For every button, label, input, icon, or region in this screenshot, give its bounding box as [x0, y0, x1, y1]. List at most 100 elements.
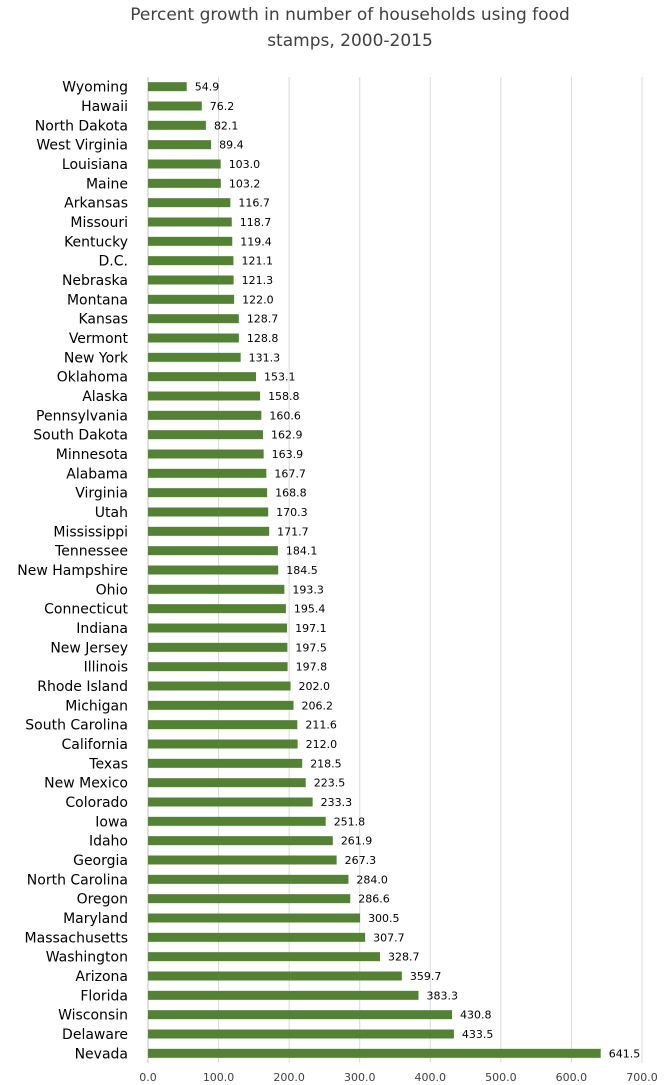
- x-tick-label: 200.0: [273, 1071, 305, 1084]
- x-tick-label: 400.0: [415, 1071, 447, 1084]
- bar: [148, 217, 232, 227]
- data-label: 223.5: [314, 777, 346, 790]
- data-label: 184.1: [286, 545, 318, 558]
- category-label: Illinois: [84, 660, 128, 676]
- bar: [148, 314, 239, 324]
- data-label: 359.7: [410, 970, 442, 983]
- data-label: 193.3: [292, 583, 324, 596]
- bar: [148, 546, 278, 556]
- category-label: South Carolina: [25, 718, 128, 734]
- data-label: 197.8: [296, 661, 328, 674]
- category-label: Colorado: [65, 795, 128, 811]
- data-label: 167.7: [274, 467, 306, 480]
- data-label: 206.2: [302, 699, 334, 712]
- bar: [148, 894, 351, 904]
- bar: [148, 333, 239, 343]
- data-label: 160.6: [269, 409, 301, 422]
- data-label: 641.5: [609, 1047, 641, 1060]
- x-tick-label: 500.0: [485, 1071, 517, 1084]
- bar: [148, 971, 402, 981]
- x-tick-label: 600.0: [556, 1071, 588, 1084]
- category-label: North Carolina: [27, 872, 128, 888]
- bar: [148, 720, 298, 730]
- category-label: Oklahoma: [57, 370, 128, 386]
- data-label: 118.7: [240, 216, 272, 229]
- category-label: West Virginia: [36, 138, 128, 154]
- bar: [148, 816, 326, 826]
- bar: [148, 449, 264, 459]
- chart-title-line-1: Percent growth in number of households u…: [130, 5, 570, 25]
- category-label: Massachusetts: [25, 930, 128, 946]
- bar: [148, 1029, 454, 1039]
- data-label: 184.5: [286, 564, 318, 577]
- bar: [148, 236, 233, 246]
- bar: [148, 275, 234, 285]
- bar: [148, 198, 231, 208]
- bar: [148, 913, 361, 923]
- chart-title-line-2: stamps, 2000-2015: [267, 31, 433, 51]
- bar: [148, 352, 241, 362]
- category-label: Ohio: [96, 582, 128, 598]
- data-label: 116.7: [238, 197, 270, 210]
- category-label: Missouri: [70, 215, 128, 231]
- data-label: 168.8: [275, 487, 307, 500]
- category-label: New Jersey: [50, 640, 128, 656]
- bar: [148, 410, 262, 420]
- bar: [148, 101, 202, 111]
- category-label: Florida: [80, 988, 128, 1004]
- bar: [148, 140, 212, 150]
- category-label: Pennsylvania: [36, 408, 128, 424]
- category-label: Indiana: [76, 621, 128, 637]
- data-label: 267.3: [345, 854, 377, 867]
- data-label: 328.7: [388, 951, 420, 964]
- bar: [148, 990, 419, 1000]
- bar: [148, 662, 288, 672]
- data-label: 131.3: [249, 351, 281, 364]
- bar: [148, 797, 313, 807]
- x-tick-label: 100.0: [203, 1071, 235, 1084]
- bar: [148, 952, 380, 962]
- category-label: Michigan: [65, 698, 128, 714]
- bar: [148, 855, 337, 865]
- bar: [148, 178, 221, 188]
- data-label: 103.2: [229, 177, 261, 190]
- chart-title: Percent growth in number of households u…: [60, 2, 640, 54]
- category-label: Kentucky: [64, 234, 128, 250]
- category-label: Vermont: [69, 331, 129, 347]
- data-label: 211.6: [305, 719, 337, 732]
- category-label: Delaware: [62, 1027, 128, 1043]
- data-label: 433.5: [462, 1028, 494, 1041]
- data-label: 307.7: [373, 931, 405, 944]
- data-label: 195.4: [294, 603, 326, 616]
- category-label: New Mexico: [44, 776, 128, 792]
- bar: [148, 159, 221, 169]
- category-label: Wisconsin: [58, 1008, 128, 1024]
- category-label: California: [62, 737, 128, 753]
- data-label: 197.1: [295, 622, 327, 635]
- data-label: 233.3: [321, 796, 353, 809]
- category-label: Montana: [67, 292, 128, 308]
- x-tick-label: 0.0: [139, 1071, 157, 1084]
- bar: [148, 256, 234, 266]
- category-label: Maine: [86, 176, 128, 192]
- data-label: 119.4: [240, 235, 271, 248]
- bar: [148, 584, 285, 594]
- data-label: 162.9: [271, 429, 303, 442]
- category-label: Mississippi: [53, 524, 128, 540]
- bar: [148, 82, 187, 92]
- data-label: 430.8: [460, 1009, 492, 1022]
- data-label: 170.3: [276, 506, 308, 519]
- data-label: 197.5: [295, 641, 327, 654]
- category-label: Virginia: [75, 486, 128, 502]
- category-label: Connecticut: [44, 602, 128, 618]
- data-label: 251.8: [334, 815, 366, 828]
- bar: [148, 758, 303, 768]
- bar: [148, 526, 270, 536]
- bar: [148, 642, 288, 652]
- category-label: South Dakota: [33, 428, 128, 444]
- bar: [148, 468, 267, 478]
- category-label: Louisiana: [62, 157, 128, 173]
- category-label: Nebraska: [62, 273, 128, 289]
- bar: [148, 604, 286, 614]
